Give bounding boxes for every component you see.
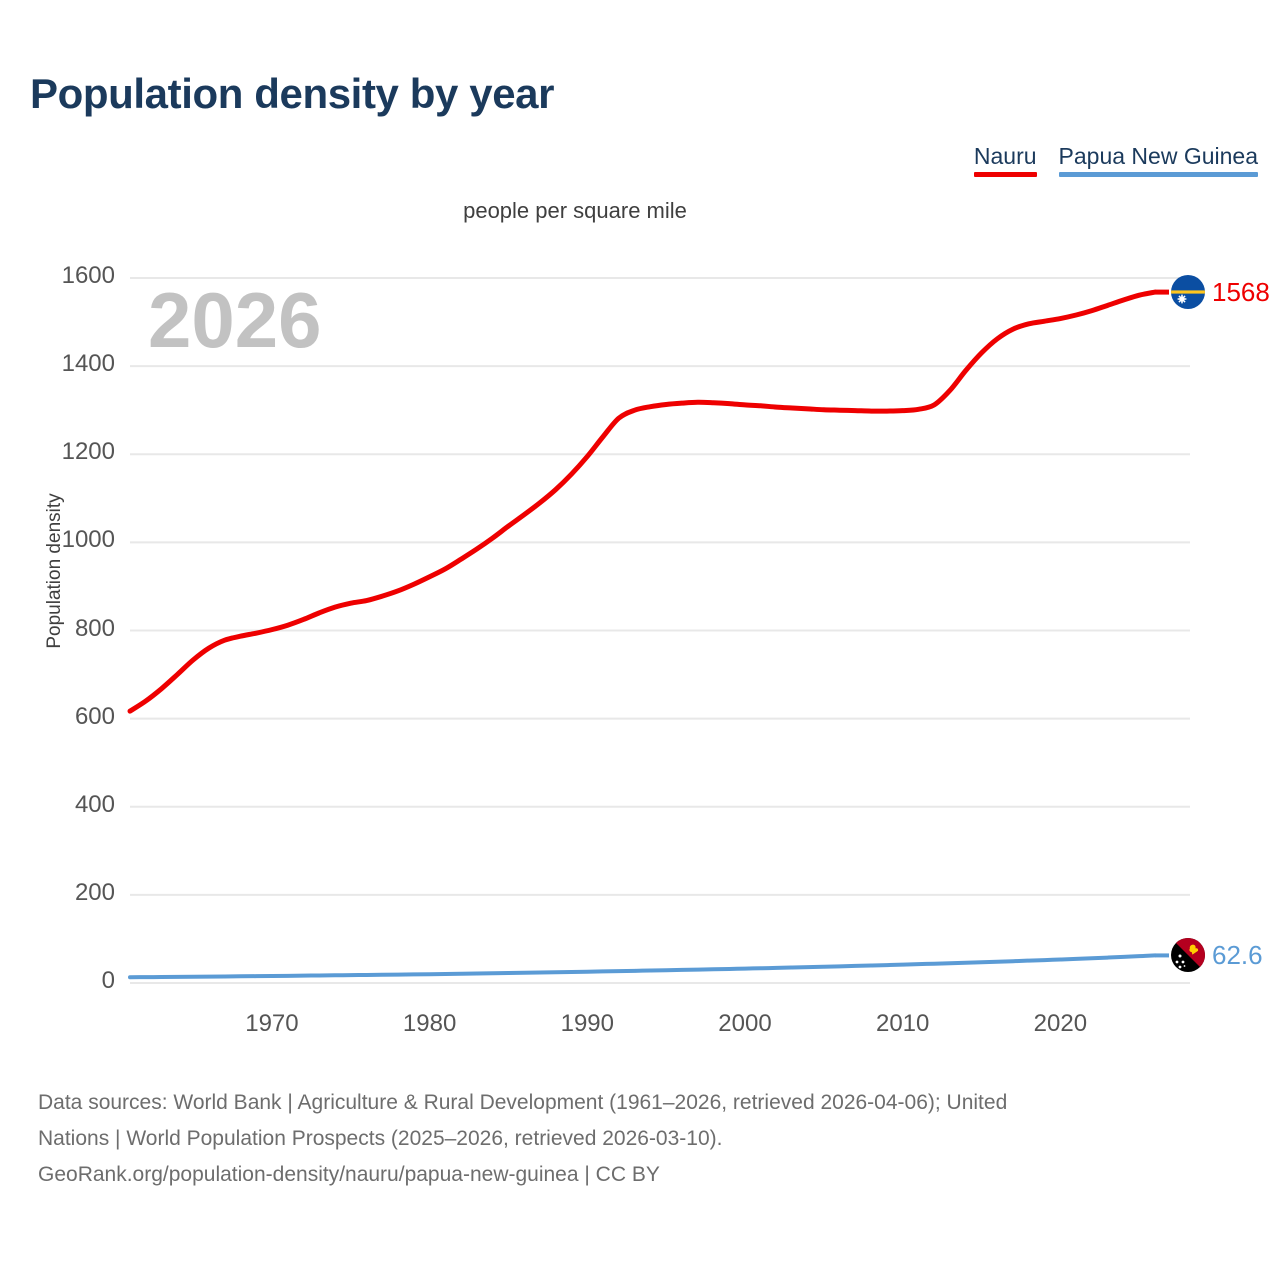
- y-tick-label-0: 0: [101, 967, 115, 994]
- plot-area: 2026 Population density 0 200 400 600 800 100…: [44, 262, 1270, 1037]
- x-tick-label-2010: 2010: [875, 1010, 930, 1037]
- legend-color-rule-papua-new-guinea: [1058, 172, 1258, 177]
- y-tick-label-1400: 1400: [61, 350, 115, 378]
- year-watermark: 2026: [148, 276, 322, 364]
- footer-line-2: Nations | World Population Prospects (20…: [38, 1127, 723, 1150]
- papua-new-guinea-flag-icon: [1171, 938, 1205, 973]
- chart-subtitle: people per square mile: [463, 198, 687, 223]
- y-tick-label-200: 200: [74, 878, 115, 906]
- x-tick-label-1990: 1990: [560, 1010, 614, 1037]
- end-value-nauru: 1568: [1212, 276, 1270, 307]
- endpoint-marker-papua-new-guinea[interactable]: 62.6: [1171, 938, 1263, 973]
- y-tick-label-400: 400: [74, 790, 115, 818]
- legend-item-papua-new-guinea[interactable]: Papua New Guinea: [1058, 143, 1258, 177]
- y-tick-label-1600: 1600: [61, 262, 115, 289]
- y-tick-label-800: 800: [74, 614, 115, 642]
- footer-line-1: Data sources: World Bank | Agriculture &…: [38, 1091, 1008, 1114]
- legend-label-papua-new-guinea: Papua New Guinea: [1058, 143, 1258, 169]
- x-tick-label-1980: 1980: [402, 1010, 457, 1037]
- chart-legend: Nauru Papua New Guinea: [973, 143, 1258, 177]
- y-tick-label-600: 600: [74, 702, 115, 730]
- y-tick-label-1000: 1000: [61, 526, 115, 554]
- y-tick-label-1200: 1200: [61, 438, 115, 466]
- x-tick-label-1970: 1970: [245, 1010, 299, 1037]
- page-title: Population density by year: [30, 70, 555, 117]
- legend-color-rule-nauru: [973, 172, 1037, 177]
- x-tick-label-2020: 2020: [1033, 1010, 1088, 1037]
- footer-line-3[interactable]: GeoRank.org/population-density/nauru/pap…: [38, 1163, 660, 1186]
- footer-sources: Data sources: World Bank | Agriculture &…: [38, 1085, 1253, 1193]
- plot-svg: [127, 277, 1190, 984]
- series-line-papua-new-guinea: [128, 953, 1157, 980]
- x-tick-label-2000: 2000: [718, 1010, 772, 1037]
- legend-item-nauru[interactable]: Nauru: [973, 143, 1037, 177]
- series-line-nauru: [127, 289, 1158, 714]
- nauru-flag-icon: [1171, 275, 1205, 310]
- end-value-papua-new-guinea: 62.6: [1212, 939, 1263, 970]
- legend-label-nauru: Nauru: [973, 143, 1037, 169]
- endpoint-marker-nauru[interactable]: 1568: [1171, 275, 1270, 310]
